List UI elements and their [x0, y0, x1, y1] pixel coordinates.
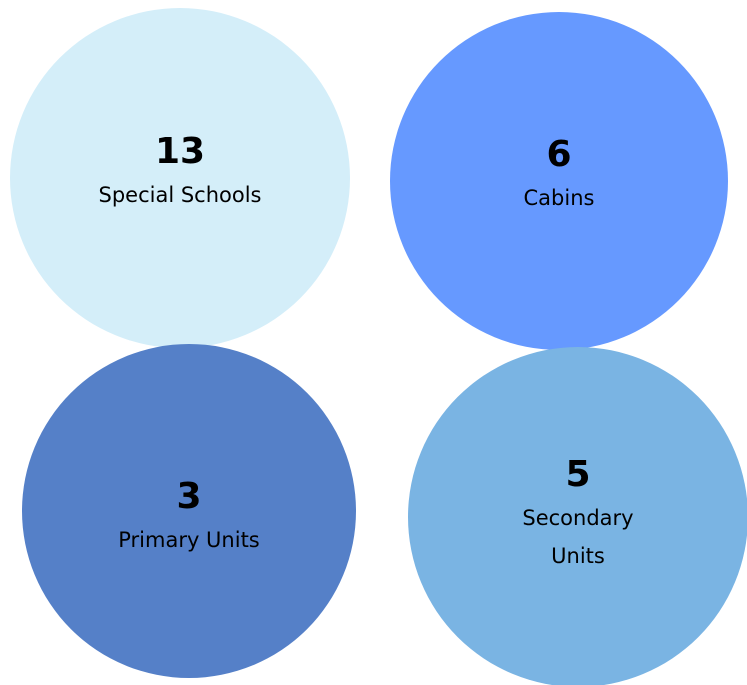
count: 3: [176, 476, 202, 517]
label: Primary Units: [118, 528, 260, 552]
count: 13: [154, 131, 206, 172]
circle: 5 Secondary Units: [408, 347, 747, 685]
circle: 13 Special Schools: [10, 8, 350, 348]
count: 5: [565, 454, 591, 495]
label: Secondary Units: [522, 506, 634, 568]
circle: 6 Cabins: [390, 12, 728, 350]
label: Cabins: [523, 186, 595, 210]
count: 6: [546, 134, 572, 175]
circle: 3 Primary Units: [22, 344, 356, 678]
label: Special Schools: [98, 183, 262, 207]
